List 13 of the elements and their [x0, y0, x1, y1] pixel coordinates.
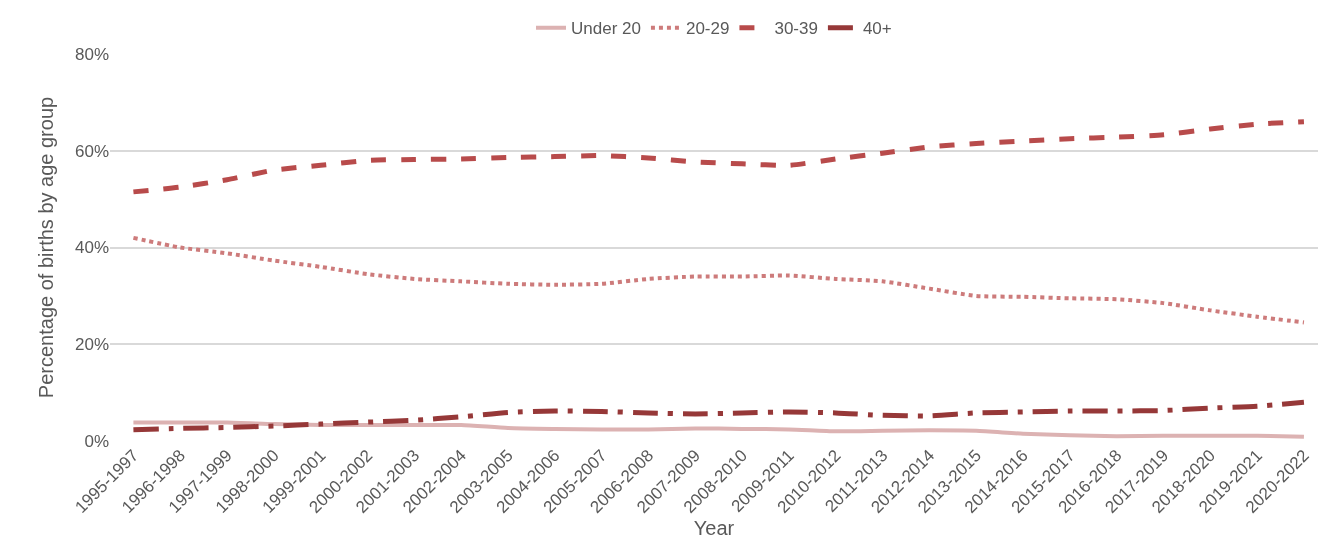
y-tick-label: 20% — [74, 335, 109, 355]
legend-label: 20-29 — [685, 19, 730, 39]
y-axis-title: Percentage of births by age group — [35, 96, 58, 399]
y-tick-label: 60% — [74, 141, 109, 161]
y-tick-label: 0% — [84, 431, 109, 451]
x-axis-title: Year — [693, 517, 735, 540]
y-tick-label: 80% — [74, 44, 109, 64]
y-tick-label: 40% — [74, 238, 109, 258]
line-series — [131, 235, 1306, 325]
legend-label: 30-39 — [774, 19, 818, 39]
legend-label: 40+ — [862, 19, 892, 39]
legend-label: Under 20 — [571, 19, 641, 39]
line-series — [131, 420, 1306, 439]
